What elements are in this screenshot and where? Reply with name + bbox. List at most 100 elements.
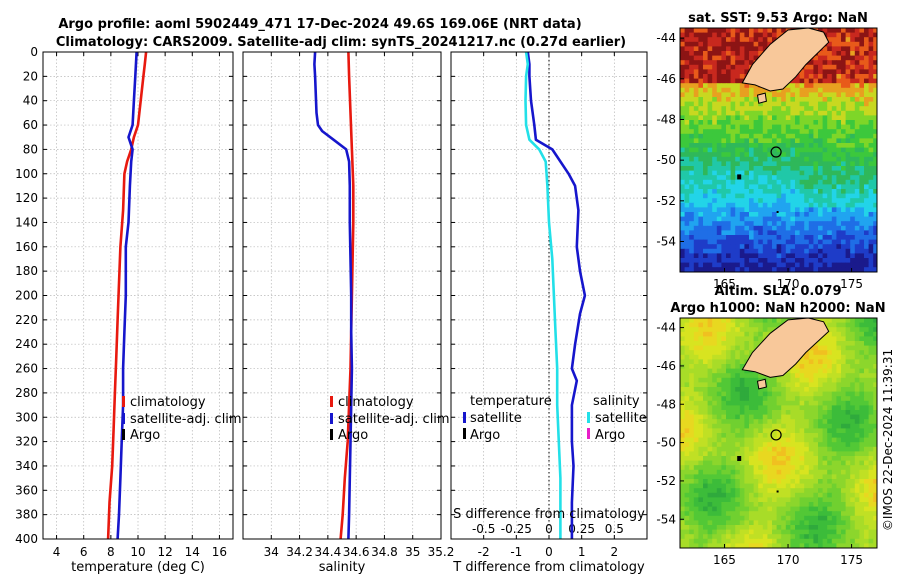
map-cell [795,97,800,102]
map-cell [850,318,856,323]
map-cell [808,359,814,365]
map-cell [850,78,856,84]
map-cell [813,129,819,135]
map-cell [854,267,860,272]
map-cell [758,161,764,167]
map-cell [684,262,690,268]
map-cell [707,350,713,356]
map-cell [850,368,856,374]
map-cell [712,133,718,139]
map-cell [813,198,819,204]
map-cell [726,60,731,66]
map-cell [799,179,805,185]
map-cell [785,110,791,116]
map-cell [753,106,759,112]
map-cell [693,198,699,204]
map-cell [749,115,754,121]
map-cell [841,534,846,540]
map-cell [854,184,860,190]
map-cell [689,350,695,356]
map-cell [818,368,823,374]
map-cell [841,318,846,323]
map-cell [854,179,860,185]
map-cell [698,60,704,66]
map-cell [716,87,722,93]
map-cell [845,55,851,61]
map-cell [762,170,768,176]
map-cell [836,212,842,217]
map-cell [707,460,713,466]
map-cell [804,179,810,185]
map-cell [859,451,865,457]
map-cell [785,428,791,434]
map-cell [841,129,846,135]
map-cell [753,124,759,130]
map-cell [827,525,833,530]
map-cell [749,202,754,208]
map-cell [758,32,764,38]
map-cell [781,212,787,217]
map-cell [684,124,690,130]
map-cell [772,506,777,512]
map-cell [864,120,869,125]
map-cell [845,474,851,480]
map-cell [707,212,713,217]
map-cell [684,497,690,503]
map-cell [808,69,814,75]
map-cell [854,161,860,167]
map-cell [707,382,713,388]
map-cell [703,106,708,112]
map-cell [749,32,754,38]
map-cell [744,271,750,272]
map-cell [841,525,846,530]
map-cell [808,78,814,84]
map-cell [730,465,736,471]
map-cell [868,120,874,125]
map-cell [841,391,846,397]
map-cell [873,46,877,52]
map-cell [804,456,810,461]
salinity-axes-frame [242,51,442,540]
map-cell [808,405,814,411]
map-cell [864,460,869,466]
map-cell [850,359,856,365]
map-cell [836,520,842,526]
map-cell [868,248,874,254]
map-cell [841,520,846,526]
map-cell [836,41,842,47]
map-cell [703,377,708,383]
map-cell [873,97,877,102]
map-cell [772,483,777,489]
map-cell [735,69,741,75]
map-cell [827,341,833,346]
map-cell [758,239,764,245]
map-cell [703,391,708,397]
map-cell [836,198,842,204]
map-cell [716,46,722,52]
map-cell [845,193,851,199]
map-cell [804,433,810,438]
map-cell [836,543,842,548]
map-cell [836,373,842,379]
map-cell [712,502,718,507]
map-cell [772,433,777,438]
map-cell [864,382,869,388]
map-cell [795,433,800,438]
map-cell [744,184,750,190]
map-cell [868,193,874,199]
map-cell [689,106,695,112]
series-line-temperature-satellite [526,52,587,539]
map-cell [716,138,722,144]
map-cell [730,469,736,475]
map-cell [781,235,787,240]
map-cell [739,451,745,457]
map-cell [721,419,727,425]
map-cell [836,147,842,153]
map-cell [790,451,796,457]
map-cell [712,184,718,190]
map-cell [680,364,685,369]
map-cell [804,262,810,268]
map-cell [730,69,736,75]
map-cell [776,189,782,194]
map-cell [716,248,722,254]
